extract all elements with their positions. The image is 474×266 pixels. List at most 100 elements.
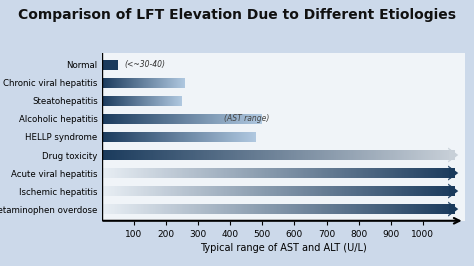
Bar xyxy=(353,186,354,196)
Bar xyxy=(333,186,334,196)
Bar xyxy=(121,114,122,124)
Bar xyxy=(216,186,217,196)
Bar xyxy=(235,150,236,160)
Bar xyxy=(405,186,407,196)
Bar xyxy=(244,168,246,178)
Bar xyxy=(350,168,351,178)
Bar xyxy=(199,150,200,160)
Bar xyxy=(203,150,204,160)
Bar xyxy=(371,204,373,214)
Bar xyxy=(151,114,152,124)
Bar xyxy=(447,168,448,178)
Bar xyxy=(337,150,338,160)
Bar xyxy=(267,204,268,214)
Bar xyxy=(381,168,382,178)
Bar xyxy=(263,150,264,160)
Bar xyxy=(227,114,228,124)
Bar xyxy=(110,150,111,160)
Bar xyxy=(230,204,231,214)
FancyArrow shape xyxy=(448,202,458,217)
Bar xyxy=(444,168,446,178)
Bar xyxy=(423,186,424,196)
Bar xyxy=(171,132,172,142)
Bar xyxy=(417,204,419,214)
Bar xyxy=(377,150,378,160)
Bar xyxy=(111,186,112,196)
Bar xyxy=(264,150,265,160)
Bar xyxy=(178,168,180,178)
Bar xyxy=(231,186,233,196)
Bar xyxy=(437,150,438,160)
Bar xyxy=(195,204,196,214)
Bar xyxy=(365,186,367,196)
Bar xyxy=(233,168,234,178)
Bar xyxy=(115,168,116,178)
Bar xyxy=(400,186,401,196)
Bar xyxy=(253,186,254,196)
Bar xyxy=(443,186,444,196)
Bar xyxy=(284,168,285,178)
Bar xyxy=(187,204,188,214)
Bar xyxy=(324,204,326,214)
Bar xyxy=(234,150,235,160)
Bar xyxy=(122,114,123,124)
Bar xyxy=(395,204,396,214)
Bar xyxy=(144,204,146,214)
Bar xyxy=(421,204,422,214)
Bar xyxy=(138,204,139,214)
Bar xyxy=(303,186,304,196)
Bar xyxy=(211,168,212,178)
Bar xyxy=(202,168,203,178)
Bar xyxy=(335,186,336,196)
Bar xyxy=(367,168,368,178)
Bar xyxy=(251,150,253,160)
Bar xyxy=(302,168,303,178)
Bar xyxy=(335,150,336,160)
Bar xyxy=(209,168,210,178)
Bar xyxy=(305,186,307,196)
Bar xyxy=(342,186,343,196)
Bar xyxy=(149,168,150,178)
Bar xyxy=(219,150,221,160)
Bar xyxy=(290,168,292,178)
Bar xyxy=(137,204,138,214)
Bar xyxy=(322,168,323,178)
Bar xyxy=(111,132,112,142)
Bar xyxy=(139,168,141,178)
Bar xyxy=(175,168,176,178)
Bar xyxy=(173,150,175,160)
Bar xyxy=(115,186,116,196)
Bar xyxy=(331,186,333,196)
Bar xyxy=(188,186,189,196)
Bar xyxy=(450,204,451,214)
Bar xyxy=(194,168,195,178)
Bar xyxy=(416,204,417,214)
Bar xyxy=(234,186,235,196)
Bar xyxy=(113,132,114,142)
Bar xyxy=(185,114,186,124)
Bar xyxy=(169,204,170,214)
Bar xyxy=(296,168,297,178)
Bar xyxy=(163,204,164,214)
Bar xyxy=(371,186,373,196)
Bar xyxy=(155,168,156,178)
Bar xyxy=(303,204,304,214)
Bar xyxy=(409,150,410,160)
Bar xyxy=(141,150,142,160)
Bar xyxy=(157,114,158,124)
Bar xyxy=(311,204,312,214)
Bar xyxy=(253,114,254,124)
Bar xyxy=(319,168,321,178)
Bar xyxy=(248,186,249,196)
Bar xyxy=(260,168,261,178)
Bar xyxy=(116,168,117,178)
Bar xyxy=(212,204,214,214)
Bar xyxy=(439,186,441,196)
Bar xyxy=(295,168,296,178)
Bar xyxy=(231,150,233,160)
Bar xyxy=(312,186,314,196)
Bar xyxy=(127,168,128,178)
Bar xyxy=(126,132,127,142)
Bar xyxy=(397,204,399,214)
Bar xyxy=(127,132,128,142)
